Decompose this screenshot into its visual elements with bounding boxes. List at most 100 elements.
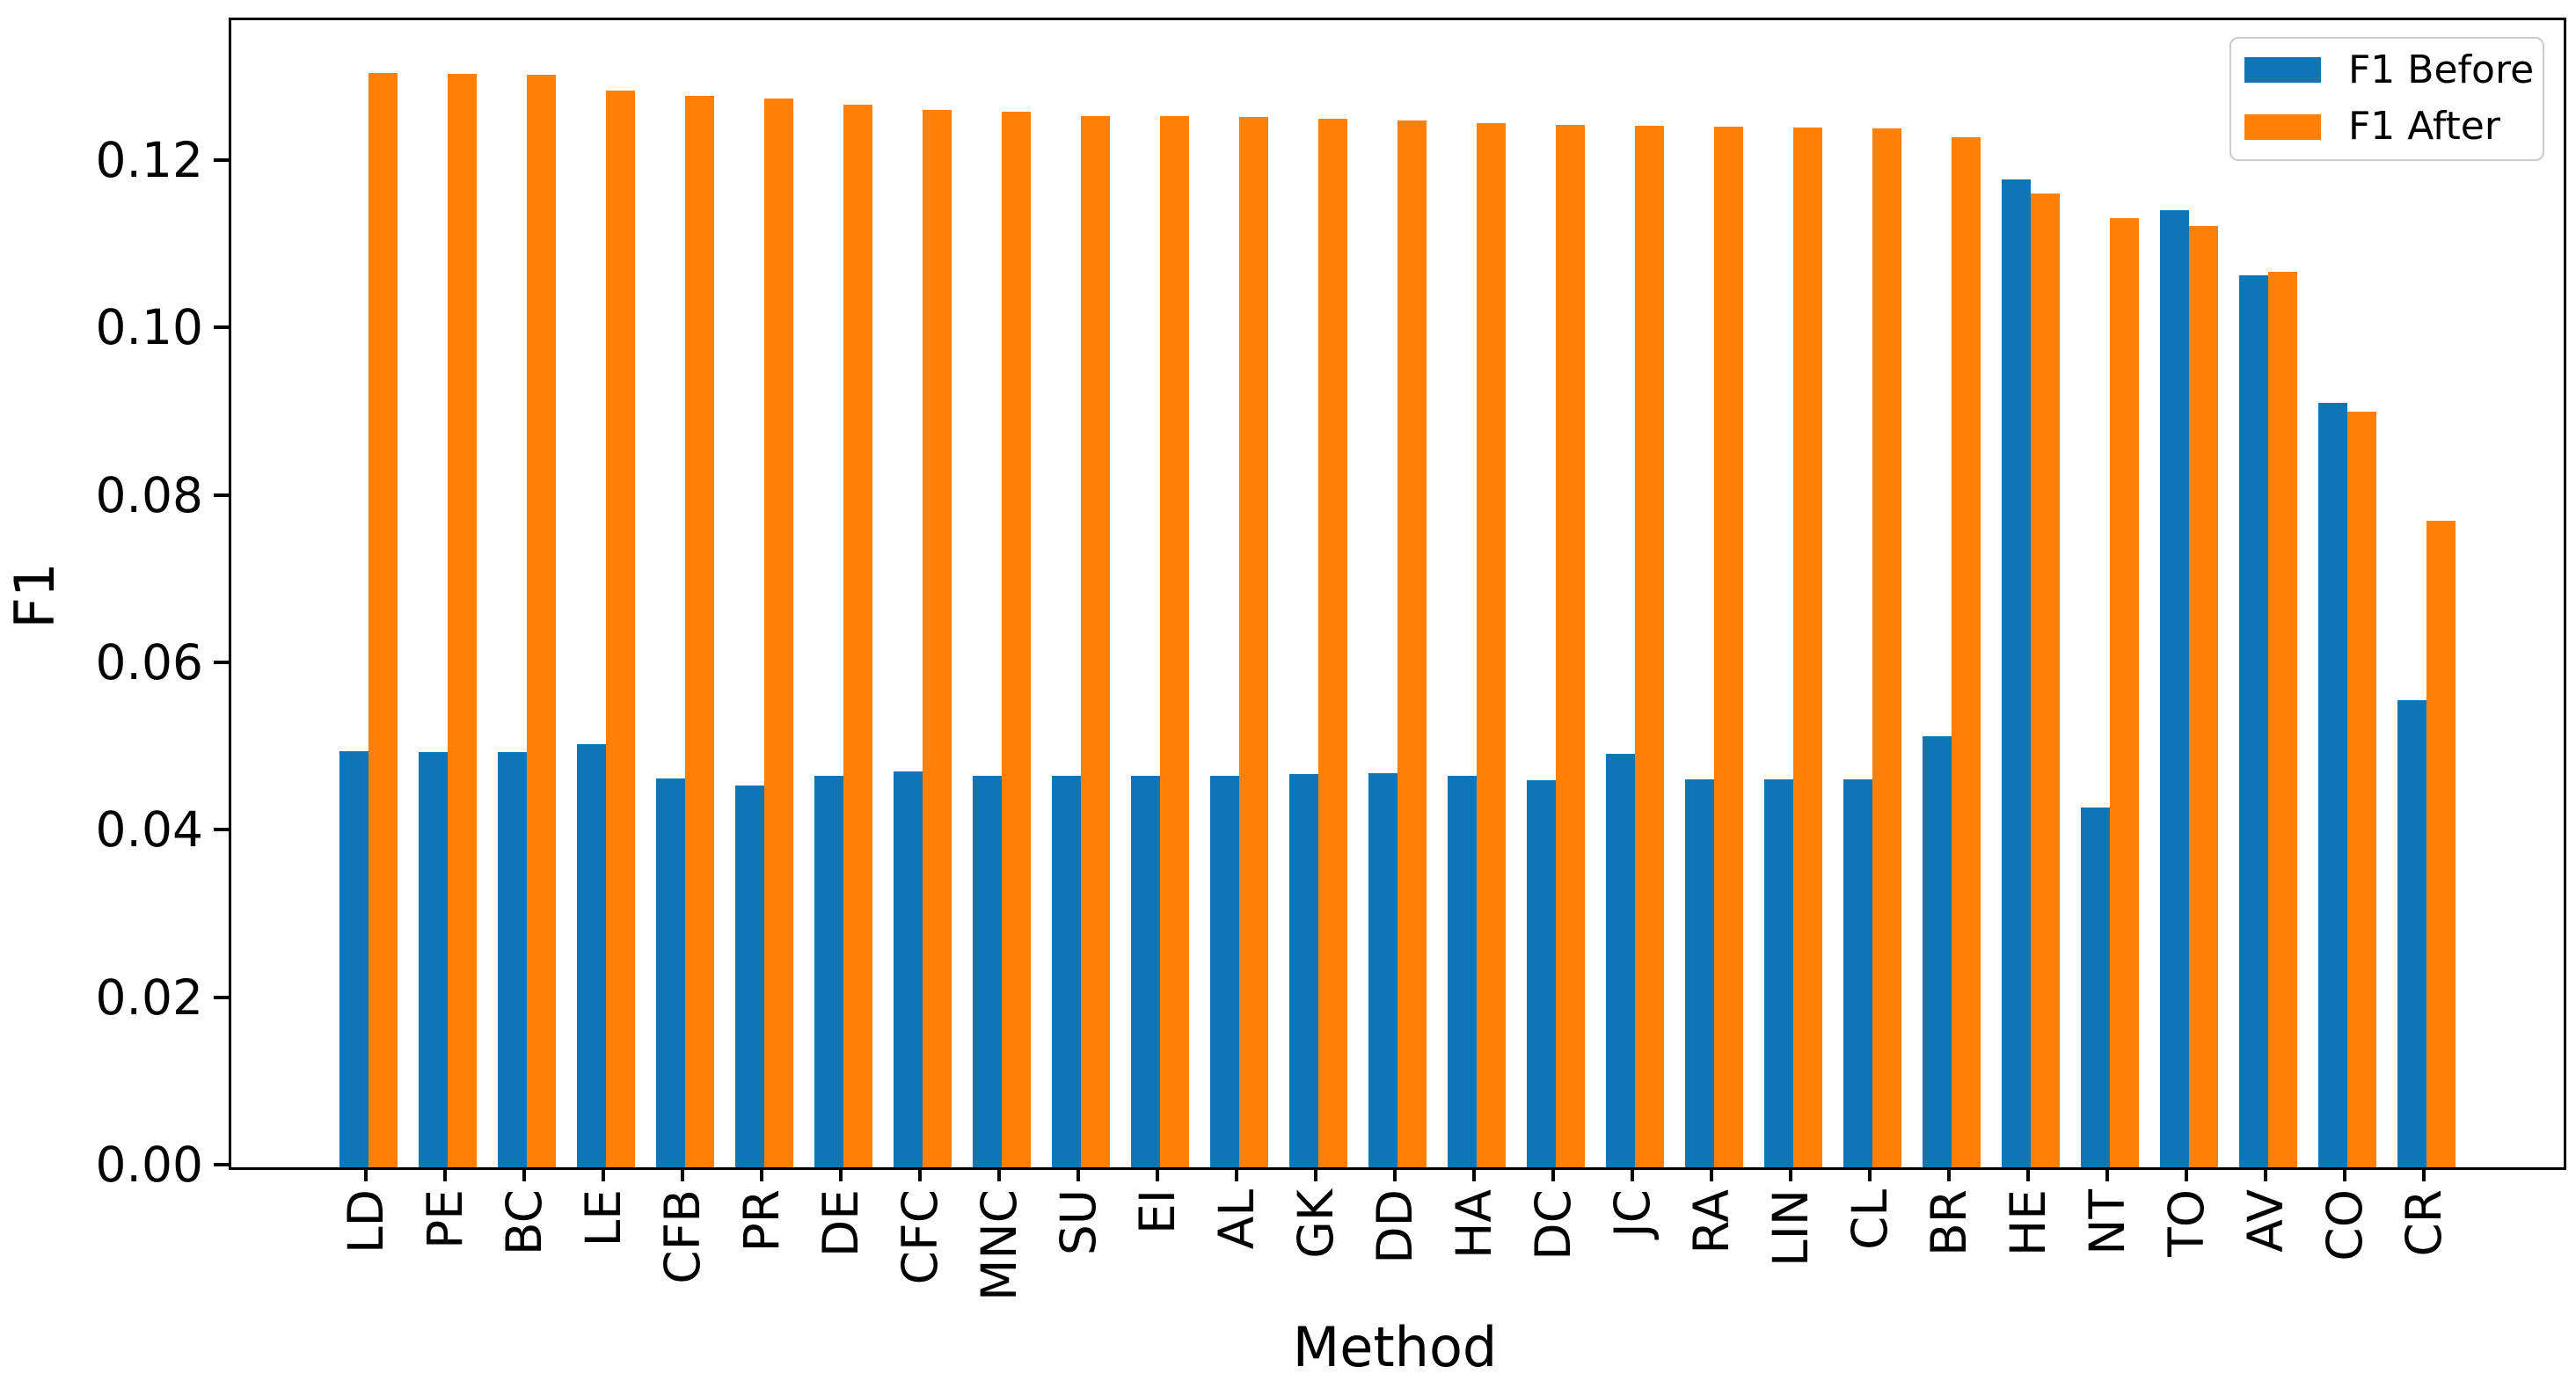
x-tick-label-pe: PE — [417, 1189, 473, 1249]
bar-f1-before-al — [1210, 776, 1239, 1167]
y-tick-label: 0.04 — [95, 801, 203, 859]
bar-f1-after-co — [2347, 411, 2376, 1167]
y-tick-label: 0.06 — [95, 633, 203, 691]
x-tick-mark — [997, 1167, 1001, 1181]
bar-f1-before-de — [814, 776, 843, 1167]
bar-f1-after-cfc — [923, 109, 952, 1167]
x-tick-mark — [602, 1167, 605, 1181]
y-tick-label: 0.10 — [95, 299, 203, 356]
bar-f1-before-av — [2239, 275, 2268, 1167]
bar-f1-before-cfb — [656, 778, 685, 1167]
x-tick-label-nt: NT — [2079, 1189, 2135, 1255]
x-tick-label-br: BR — [1921, 1189, 1977, 1256]
x-tick-label-ld: LD — [338, 1189, 394, 1253]
x-tick-mark — [1314, 1167, 1317, 1181]
y-tick-mark — [214, 660, 229, 664]
x-tick-label-to: TO — [2158, 1189, 2215, 1257]
x-tick-mark — [2105, 1167, 2109, 1181]
legend-swatch-f1-before — [2244, 57, 2321, 83]
x-tick-mark — [1947, 1167, 1951, 1181]
x-tick-mark — [1789, 1167, 1792, 1181]
x-tick-mark — [443, 1167, 447, 1181]
bar-f1-before-cr — [2397, 699, 2426, 1167]
bar-f1-before-pr — [735, 785, 764, 1167]
x-tick-mark — [681, 1167, 684, 1181]
bar-f1-before-pe — [419, 751, 448, 1167]
x-axis-label: Method — [1292, 1315, 1498, 1379]
bar-f1-before-ha — [1448, 776, 1477, 1167]
legend-label-f1-after: F1 After — [2348, 104, 2500, 149]
x-tick-label-cfb: CFB — [654, 1189, 711, 1284]
bar-f1-after-cfb — [685, 95, 714, 1167]
x-tick-mark — [2422, 1167, 2426, 1181]
bar-f1-after-dd — [1397, 121, 1427, 1167]
x-tick-label-pr: PR — [733, 1189, 790, 1253]
legend: F1 Before F1 After — [2229, 37, 2544, 161]
bar-f1-after-dc — [1556, 124, 1585, 1167]
y-tick-mark — [214, 828, 229, 832]
bar-f1-after-br — [1952, 137, 1981, 1167]
legend-label-f1-before: F1 Before — [2348, 47, 2535, 92]
y-tick-label: 0.12 — [95, 131, 203, 188]
x-tick-mark — [1156, 1167, 1159, 1181]
bar-f1-after-pr — [764, 99, 793, 1167]
bar-f1-before-co — [2318, 402, 2347, 1167]
x-tick-label-he: HE — [2000, 1189, 2056, 1257]
bar-f1-before-dc — [1527, 780, 1556, 1167]
bar-f1-after-le — [606, 90, 635, 1167]
bar-f1-before-ra — [1685, 779, 1714, 1167]
x-tick-label-lin: LIN — [1762, 1189, 1819, 1268]
bar-f1-after-al — [1239, 117, 1268, 1167]
x-tick-mark — [760, 1167, 763, 1181]
bar-f1-after-mnc — [1002, 111, 1031, 1167]
bar-f1-before-to — [2160, 210, 2189, 1167]
bar-f1-before-br — [1923, 735, 1952, 1167]
y-tick-mark — [214, 157, 229, 162]
bar-f1-before-cfc — [894, 771, 923, 1167]
x-tick-mark — [1868, 1167, 1872, 1181]
bar-f1-before-le — [577, 744, 606, 1167]
bar-f1-after-ra — [1714, 126, 1743, 1167]
bar-f1-before-jc — [1606, 753, 1635, 1167]
bar-f1-after-de — [843, 105, 872, 1167]
bar-f1-before-bc — [498, 751, 527, 1167]
x-tick-label-ei: EI — [1129, 1189, 1186, 1234]
x-tick-mark — [1235, 1167, 1238, 1181]
bar-f1-before-mnc — [973, 775, 1002, 1167]
x-tick-mark — [1393, 1167, 1397, 1181]
x-tick-mark — [1076, 1167, 1080, 1181]
y-tick-label: 0.02 — [95, 968, 203, 1026]
bar-f1-before-he — [2002, 179, 2031, 1167]
x-tick-label-cl: CL — [1842, 1189, 1898, 1251]
x-tick-mark — [2343, 1167, 2346, 1181]
y-tick-mark — [214, 493, 229, 497]
x-tick-label-co: CO — [2317, 1189, 2373, 1261]
bar-f1-after-nt — [2110, 217, 2139, 1167]
x-tick-label-mnc: MNC — [971, 1189, 1027, 1301]
bar-f1-before-dd — [1368, 772, 1397, 1167]
bar-f1-after-ei — [1160, 116, 1189, 1167]
x-tick-mark — [839, 1167, 843, 1181]
bar-f1-after-ld — [369, 72, 398, 1167]
y-tick-mark — [214, 1163, 229, 1166]
x-tick-label-dc: DC — [1525, 1189, 1581, 1261]
y-tick-label: 0.08 — [95, 466, 203, 523]
x-tick-label-le: LE — [575, 1189, 631, 1247]
x-tick-mark — [522, 1167, 526, 1181]
y-tick-label: 0.00 — [95, 1137, 203, 1193]
x-tick-mark — [2264, 1167, 2267, 1181]
x-tick-label-ra: RA — [1683, 1189, 1740, 1254]
bar-f1-after-bc — [527, 74, 556, 1167]
bar-f1-after-to — [2189, 226, 2218, 1167]
x-tick-mark — [1472, 1167, 1476, 1181]
bar-f1-before-su — [1052, 776, 1081, 1167]
bar-f1-before-lin — [1764, 779, 1793, 1167]
x-tick-label-su: SU — [1050, 1189, 1106, 1256]
x-tick-mark — [2185, 1167, 2188, 1181]
plot-area — [229, 18, 2566, 1170]
x-tick-mark — [1710, 1167, 1713, 1181]
x-tick-label-al: AL — [1208, 1189, 1265, 1250]
x-tick-mark — [918, 1167, 922, 1181]
bar-f1-after-jc — [1635, 125, 1664, 1167]
y-axis-label: F1 — [3, 562, 67, 629]
